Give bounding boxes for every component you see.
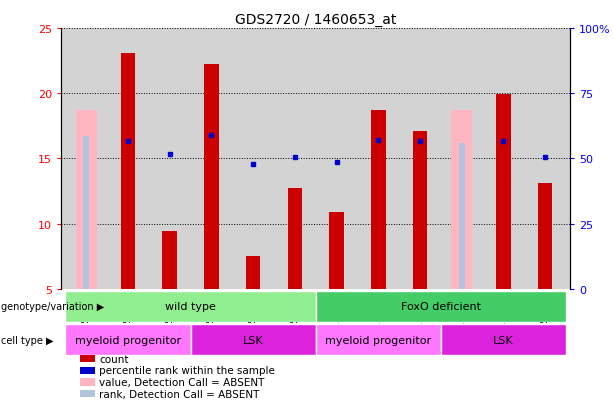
Text: LSK: LSK: [243, 335, 264, 345]
Text: wild type: wild type: [165, 301, 216, 312]
Title: GDS2720 / 1460653_at: GDS2720 / 1460653_at: [235, 12, 397, 26]
Text: percentile rank within the sample: percentile rank within the sample: [99, 366, 275, 375]
Bar: [66, 291, 316, 322]
Bar: [246, 256, 261, 289]
Bar: [66, 324, 191, 355]
Bar: [329, 212, 344, 289]
Bar: [538, 184, 552, 289]
Text: rank, Detection Call = ABSENT: rank, Detection Call = ABSENT: [99, 389, 260, 399]
Bar: [459, 143, 465, 289]
Bar: [371, 111, 386, 289]
Text: myeloid progenitor: myeloid progenitor: [75, 335, 181, 345]
Bar: [76, 111, 97, 289]
Bar: [287, 189, 302, 289]
Bar: [451, 111, 472, 289]
Text: cell type ▶: cell type ▶: [1, 335, 53, 345]
Bar: [121, 54, 135, 289]
Text: myeloid progenitor: myeloid progenitor: [325, 335, 432, 345]
Bar: [204, 65, 219, 289]
Bar: [316, 291, 566, 322]
Bar: [83, 137, 89, 289]
Text: value, Detection Call = ABSENT: value, Detection Call = ABSENT: [99, 377, 265, 387]
Text: LSK: LSK: [493, 335, 514, 345]
Bar: [413, 132, 427, 289]
Text: FoxO deficient: FoxO deficient: [401, 301, 481, 312]
Bar: [162, 232, 177, 289]
Bar: [316, 324, 441, 355]
Bar: [191, 324, 316, 355]
Text: genotype/variation ▶: genotype/variation ▶: [1, 301, 104, 312]
Bar: [496, 95, 511, 289]
Bar: [441, 324, 566, 355]
Text: count: count: [99, 354, 129, 364]
